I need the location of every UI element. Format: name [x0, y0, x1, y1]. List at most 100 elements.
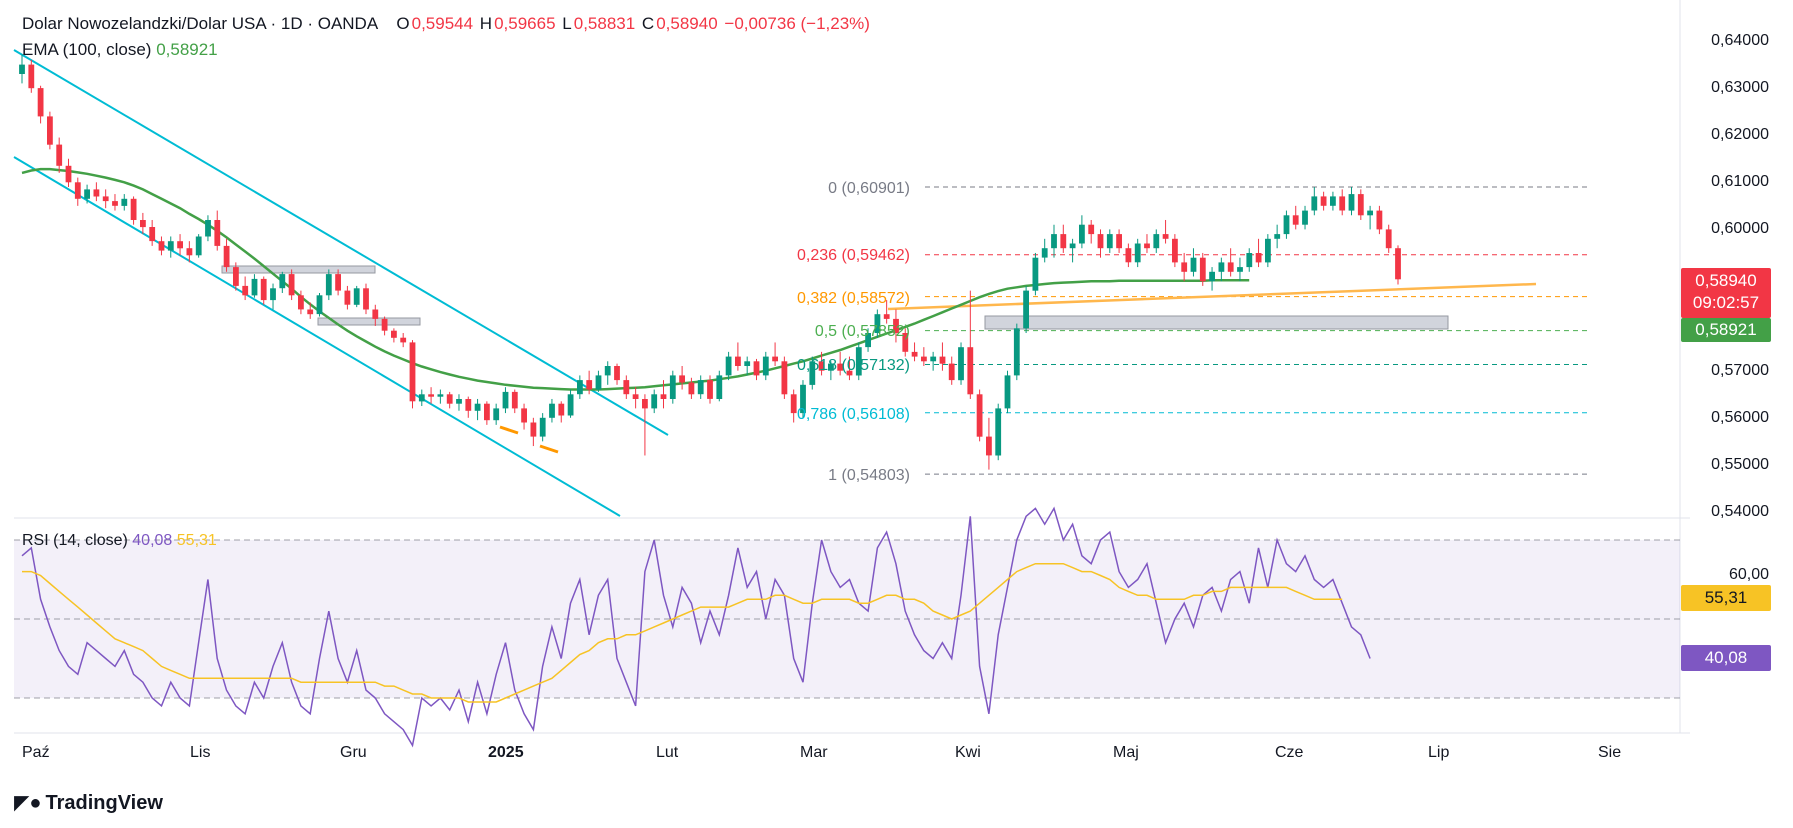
time-tick: Sie — [1598, 744, 1622, 761]
candle-body — [1265, 238, 1271, 263]
rsi-tick: 60,00 — [1728, 566, 1769, 583]
candle-body — [167, 241, 174, 251]
candle-body — [1330, 196, 1336, 206]
candle-body — [1199, 257, 1206, 282]
candle-body — [409, 342, 416, 402]
candle-body — [130, 198, 137, 220]
candle-body — [790, 394, 797, 414]
candle-body — [1088, 224, 1095, 235]
candle-body — [251, 278, 258, 296]
close-label: C — [641, 14, 655, 33]
candle-body — [1060, 234, 1067, 249]
fib-label[interactable]: 0,786 (0,56108) — [797, 406, 910, 423]
candle-body — [1367, 210, 1373, 216]
candle-body — [1283, 215, 1290, 235]
channel-upper-line — [13, 49, 669, 436]
candle-body — [1097, 234, 1104, 249]
candle-body — [539, 417, 546, 437]
rsi-ma-line — [22, 562, 1343, 703]
time-tick: Mar — [800, 744, 828, 761]
candle-body — [1069, 243, 1076, 249]
candle-body — [195, 236, 202, 256]
candle-body — [669, 375, 676, 399]
candle-body — [223, 245, 230, 268]
candle-body — [855, 347, 862, 376]
candle-body — [400, 337, 407, 343]
fib-label[interactable]: 0,5 (0,57852) — [814, 323, 910, 340]
ema-badge: 0,58921 — [1681, 318, 1771, 342]
candle-body — [818, 361, 825, 371]
candle-body — [56, 144, 63, 166]
candle-body — [800, 384, 806, 414]
fib-label[interactable]: 1 (0,54803) — [828, 467, 910, 484]
candle-body — [651, 394, 658, 409]
time-tick: Paź — [22, 744, 50, 761]
candle-body — [595, 375, 602, 390]
candle-body — [567, 394, 574, 416]
candle-body — [484, 403, 490, 421]
candle-body — [632, 394, 639, 399]
fib-label[interactable]: 0 (0,60901) — [828, 180, 910, 197]
candle-body — [1144, 243, 1150, 249]
ema-value: 0,58921 — [156, 40, 218, 59]
candle-body — [865, 333, 871, 348]
candle-body — [679, 375, 685, 383]
candle-body — [372, 309, 379, 319]
candle-body — [1106, 234, 1113, 249]
support-box — [317, 317, 421, 326]
candle-body — [735, 356, 741, 366]
symbol-title[interactable]: Dolar Nowozelandzki/Dolar USA · 1D · OAN… — [22, 14, 379, 33]
candle-body — [1227, 262, 1234, 272]
candle-body — [1385, 229, 1392, 249]
candle-body — [725, 356, 732, 376]
candle-body — [939, 356, 946, 364]
candle-body — [1079, 224, 1085, 244]
ema-legend[interactable]: EMA (100, close) 0,58921 — [22, 40, 218, 60]
candle-body — [1218, 262, 1225, 272]
ema-line — [21, 167, 1250, 391]
candle-body — [307, 309, 314, 315]
candle-body — [344, 290, 351, 305]
candle-body — [781, 361, 788, 395]
candle-body — [1190, 257, 1197, 272]
candle-body — [1209, 271, 1215, 282]
candle-body — [1162, 234, 1169, 239]
candle-body — [1302, 210, 1308, 225]
candle-body — [260, 278, 267, 301]
candle-body — [446, 394, 453, 404]
candle-body — [391, 330, 397, 338]
candle-body — [1246, 253, 1253, 268]
tradingview-logo[interactable]: ◤● TradingView — [14, 790, 163, 815]
candle-body — [549, 403, 555, 418]
price-tick: 0,60000 — [1711, 220, 1769, 237]
candle-body — [688, 382, 695, 395]
candle-body — [37, 88, 44, 117]
fib-label[interactable]: 0,382 (0,58572) — [797, 290, 910, 307]
candle-body — [112, 201, 118, 206]
fib-label[interactable]: 0,618 (0,57132) — [797, 357, 910, 374]
candle-body — [1311, 196, 1318, 211]
price-tick: 0,63000 — [1711, 79, 1769, 96]
candle-body — [214, 220, 221, 246]
candle-body — [762, 356, 769, 376]
time-tick: Lis — [190, 744, 211, 761]
fib-label[interactable]: 0,236 (0,59462) — [797, 247, 910, 264]
countdown-value: 09:02:57 — [1692, 293, 1760, 312]
candle-body — [1134, 243, 1141, 263]
last-price-badge: 0,58940 09:02:57 — [1681, 268, 1771, 318]
candle-body — [298, 295, 304, 310]
candle-body — [958, 347, 964, 381]
candle-body — [363, 288, 369, 310]
candle-body — [642, 399, 648, 409]
candle-body — [242, 285, 249, 296]
rsi-legend[interactable]: RSI (14, close) 40,08 55,31 — [22, 532, 217, 550]
time-tick: Cze — [1275, 744, 1304, 761]
candle-body — [614, 366, 620, 381]
candle-body — [976, 394, 983, 437]
candle-body — [493, 408, 500, 421]
price-tick: 0,64000 — [1711, 32, 1769, 49]
candle-body — [986, 436, 992, 456]
candle-body — [623, 380, 630, 395]
candle-body — [521, 408, 527, 423]
